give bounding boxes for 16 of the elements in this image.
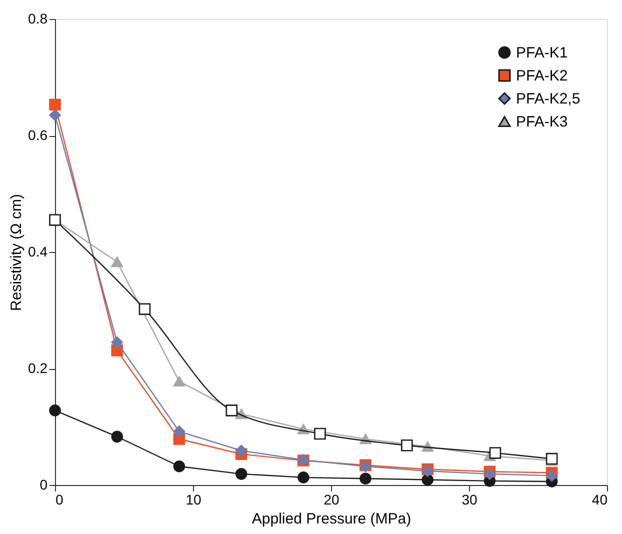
y-tick-label: 0.8	[28, 10, 48, 26]
y-tick-label: 0.6	[28, 127, 48, 143]
x-tick-label: 10	[186, 492, 202, 508]
x-tick-label: 20	[324, 492, 340, 508]
y-tick-label: 0.4	[28, 244, 48, 260]
y-axis-title: Resistivity (Ω cm)	[8, 194, 26, 312]
y-tick-label: 0.2	[28, 360, 48, 376]
legend-label: PFA-K2,5	[516, 90, 580, 108]
legend-label: PFA-K2	[516, 68, 568, 84]
y-tick-label: 0	[40, 476, 48, 492]
x-tick-label: 30	[462, 492, 478, 508]
x-tick-label: 40	[592, 492, 608, 508]
x-axis-title: Applied Pressure (MPa)	[252, 510, 412, 528]
legend-label: PFA-K3	[516, 114, 568, 130]
x-tick-label: 0	[56, 492, 64, 508]
legend-label: PFA-K1	[516, 44, 568, 62]
